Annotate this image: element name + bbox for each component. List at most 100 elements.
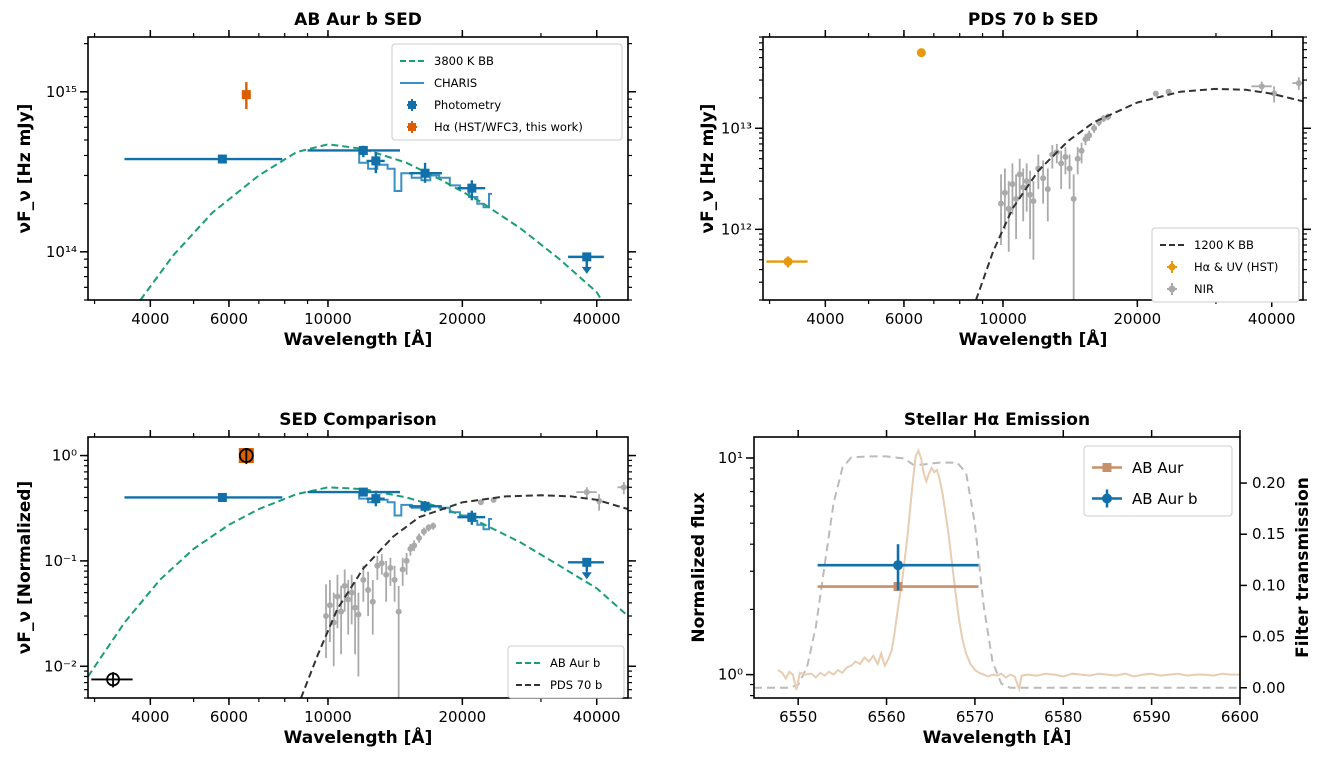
photometry-point [366, 152, 385, 174]
y-axis-label: Normalized flux [689, 492, 709, 642]
nir-point [420, 527, 427, 536]
photometry-point [409, 162, 442, 183]
marker [1001, 189, 1008, 196]
legend: AB Aur b PDS 70 b [507, 645, 625, 699]
y2-tick-label: 0.00 [1252, 679, 1285, 697]
x-tick-label: 6000 [210, 310, 248, 328]
marker [338, 608, 345, 615]
y-axis-label: νF_ν [Hz mJy] [15, 104, 35, 234]
y-axis: 10⁻² 10⁻¹ 10⁰ [44, 447, 636, 699]
plot-area-abaur [124, 82, 604, 300]
chart-title: PDS 70 b SED [968, 10, 1098, 30]
photometry-point [568, 252, 604, 274]
marker [477, 499, 484, 506]
nir-point [1009, 163, 1016, 215]
y-tick-label: 10¹² [721, 220, 752, 238]
nir-point [348, 574, 355, 625]
nir-point [1013, 174, 1020, 240]
nir-point [326, 579, 333, 643]
marker [1005, 205, 1012, 212]
pds-70-b-uv [91, 672, 133, 688]
legend-frame [1151, 227, 1300, 303]
pds-70-b-halpha [238, 447, 254, 465]
marker [1086, 132, 1093, 139]
pds-70-b-blackbody [300, 494, 628, 698]
marker [893, 560, 904, 571]
marker [1013, 195, 1020, 202]
legend-label: Hα & UV (HST) [1194, 260, 1278, 274]
nir-point [341, 569, 348, 612]
nir-point [334, 574, 341, 629]
x-tick-label: 6600 [1221, 708, 1259, 726]
nir-point [576, 487, 597, 498]
nir-point [355, 592, 362, 677]
y-tick-label: 10⁻² [44, 657, 77, 675]
nir-point [360, 565, 367, 602]
x-tick-label: 6590 [1133, 708, 1171, 726]
y-tick-label: 10⁰ [718, 666, 743, 684]
marker [416, 535, 423, 542]
plot-border [87, 36, 629, 301]
marker [1030, 198, 1037, 205]
y-tick-label: 10¹⁵ [46, 83, 77, 101]
hst-point [916, 48, 926, 58]
y2-axis: 0.00 0.05 0.10 0.15 0.20 Filter transmission [1240, 474, 1313, 697]
nir-point [1165, 88, 1172, 95]
nir-point [352, 582, 359, 655]
legend-label: CHARIS [434, 76, 477, 90]
y2-axis-label: Filter transmission [1293, 477, 1313, 658]
legend-entry: Hα & UV (HST) [1167, 260, 1278, 274]
legend-label: AB Aur b [1132, 490, 1198, 508]
y-axis: 10¹² 10¹³ [721, 36, 1311, 301]
marker [341, 582, 348, 589]
marker [106, 672, 120, 687]
axes-stellar: 6550 6560 6570 6580 6590 6600 10⁰ 10¹ Stellar Hα… [689, 410, 1259, 748]
legend-swatch [408, 123, 416, 131]
y-tick-label: 10⁰ [52, 447, 77, 465]
marker [1020, 184, 1027, 191]
plot-area-compare [88, 447, 628, 698]
marker [360, 576, 367, 583]
y-axis: 10⁰ 10¹ [718, 449, 754, 697]
y-tick-label: 10⁻¹ [44, 552, 77, 570]
marker [348, 589, 355, 596]
nir-point [1001, 168, 1008, 230]
photometry-point [124, 492, 283, 502]
marker [1062, 153, 1069, 160]
marker [1078, 147, 1085, 154]
nir-point [383, 560, 390, 602]
nir-point [617, 482, 628, 495]
nir-point [477, 499, 484, 506]
marker [1044, 186, 1051, 193]
photometry-point [409, 501, 442, 513]
photometry-point [366, 493, 385, 507]
legend-entry: 3800 K BB [400, 54, 494, 68]
x-tick-label: 4000 [131, 310, 169, 328]
marker [387, 564, 394, 571]
marker [371, 156, 381, 166]
photometry-point [307, 145, 401, 158]
nir-point [1070, 174, 1077, 300]
x-tick-label: 40000 [573, 310, 621, 328]
marker [1040, 175, 1047, 182]
nir-point [345, 579, 352, 635]
axes-frame [87, 436, 629, 699]
marker [998, 200, 1005, 207]
marker [399, 566, 406, 573]
y-axis: 10¹⁴ 10¹⁵ [46, 43, 636, 301]
x-tick-label: 6570 [956, 708, 994, 726]
x-tick-label: 6580 [1044, 708, 1082, 726]
halpha-point [241, 82, 251, 110]
marker [217, 492, 227, 502]
nir-point [1049, 145, 1056, 169]
marker [1023, 178, 1030, 185]
nir-point [1074, 147, 1081, 175]
marker [391, 576, 398, 583]
marker [1074, 155, 1081, 162]
filter-transmission-curve [754, 455, 1240, 689]
x-tick-label: 6000 [210, 708, 248, 726]
chart-title: AB Aur b SED [294, 10, 422, 30]
legend-entry: 1200 K BB [1160, 238, 1254, 252]
axes-pds70: 4000 6000 10000 20000 40000 10¹² 10¹³ PDS 70 b … [698, 10, 1311, 350]
